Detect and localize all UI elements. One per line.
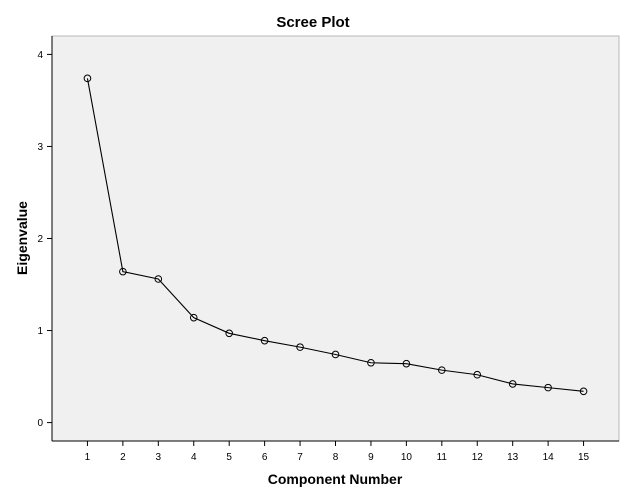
- series-line: [86, 78, 584, 392]
- y-tick-label: 3: [37, 142, 43, 153]
- x-tick-label: 1: [85, 452, 91, 463]
- x-tick-label: 13: [507, 452, 519, 463]
- y-tick-label: 1: [37, 326, 43, 337]
- data-point: [402, 359, 411, 368]
- data-point: [119, 267, 127, 276]
- x-tick-label: 9: [368, 452, 374, 463]
- x-axis-label: Component Number: [268, 471, 403, 487]
- x-tick-label: 14: [543, 452, 555, 463]
- data-point: [544, 383, 552, 392]
- x-tick-label: 12: [472, 452, 484, 463]
- data-point: [154, 275, 163, 283]
- data-point: [473, 370, 482, 379]
- data-point: [225, 329, 233, 338]
- x-tick-label: 5: [226, 452, 232, 463]
- eigenvalue-series: [83, 74, 588, 396]
- x-tick-label: 6: [262, 452, 268, 463]
- x-tick-label: 2: [120, 452, 126, 463]
- y-tick-label: 0: [37, 418, 43, 429]
- x-axis-ticks: 1 2 3 4 5 6 7 8 9 10 11 12 13 14 15: [85, 441, 590, 463]
- y-tick-label: 4: [37, 50, 43, 61]
- data-point: [508, 380, 517, 388]
- x-tick-label: 8: [333, 452, 339, 463]
- x-tick-label: 15: [578, 452, 590, 463]
- chart-title: Scree Plot: [276, 14, 349, 31]
- data-point: [438, 366, 446, 374]
- data-point: [579, 387, 588, 396]
- x-tick-label: 7: [297, 452, 303, 463]
- data-point: [367, 358, 375, 367]
- y-axis-ticks: 0 1 2 3 4: [37, 50, 52, 429]
- x-tick-label: 10: [401, 452, 413, 463]
- data-point: [331, 350, 340, 359]
- y-tick-label: 2: [37, 234, 43, 245]
- data-point: [83, 74, 92, 83]
- x-tick-label: 3: [156, 452, 162, 463]
- y-axis-label: Eigenvalue: [14, 201, 30, 275]
- plot-area: [51, 35, 620, 442]
- x-tick-label: 4: [191, 452, 197, 463]
- data-point: [296, 343, 304, 351]
- data-point: [260, 336, 269, 345]
- x-tick-label: 11: [437, 452, 448, 463]
- data-point: [189, 313, 198, 322]
